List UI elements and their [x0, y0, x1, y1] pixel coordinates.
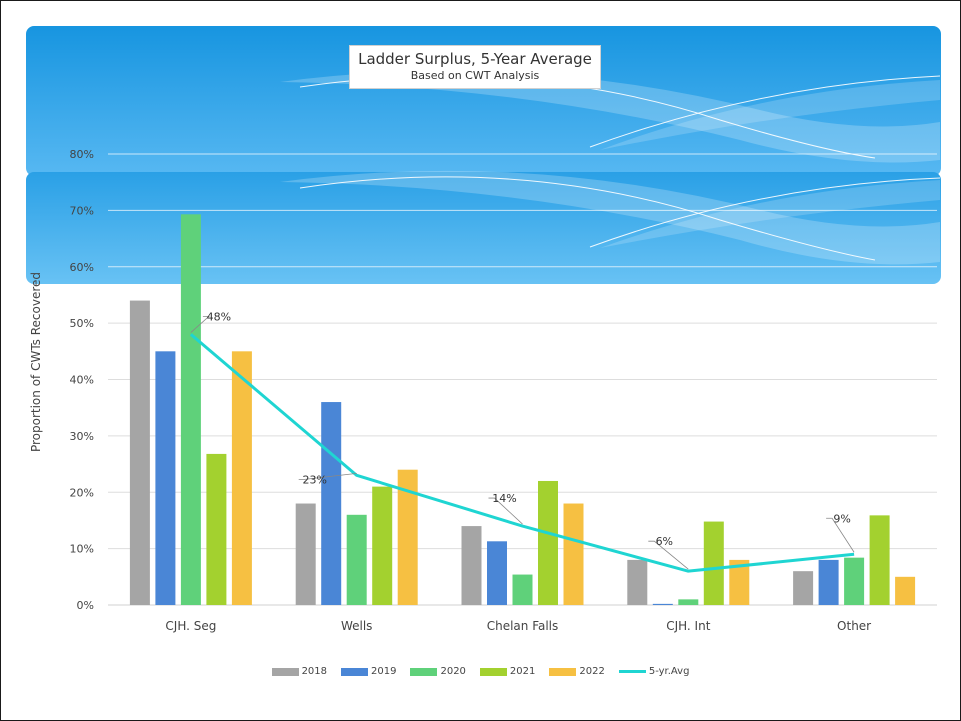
bar-2021 [869, 515, 890, 605]
bar-2019 [487, 541, 507, 605]
bar-2020 [346, 514, 367, 605]
bar-2018 [627, 559, 648, 605]
legend-label: 5-yr.Avg [648, 666, 690, 677]
legend-swatch [341, 667, 369, 676]
legend-item-2019: 2019 [341, 666, 396, 677]
avg-line [189, 333, 855, 573]
y-tick-label: 70% [70, 204, 94, 217]
legend-label: 2019 [371, 666, 397, 677]
bar-2021 [206, 453, 227, 605]
chart-title-box: Ladder Surplus, 5-Year Average Based on … [349, 45, 601, 89]
bar-2020 [844, 557, 865, 605]
x-tick-label: Wells [341, 619, 372, 633]
y-tick-label: 80% [70, 148, 94, 161]
avg-data-label: 9% [833, 512, 850, 525]
legend-swatch [549, 667, 577, 676]
legend-swatch [410, 667, 438, 676]
avg-label-leader [488, 497, 523, 525]
bar-2020 [180, 214, 201, 606]
y-axis-label: Proportion of CWTs Recovered [29, 271, 43, 453]
avg-line-path [189, 333, 855, 573]
bar-2018 [129, 300, 150, 605]
x-tick-label: Chelan Falls [487, 619, 559, 633]
legend: 2018 2019 2020 2021 2022 5-yr.Avg [0, 666, 961, 677]
bar-2022 [563, 503, 584, 605]
avg-label-leader [826, 517, 855, 553]
bar-2020 [512, 574, 533, 605]
bar-2019 [818, 559, 839, 605]
bar-2019 [155, 351, 176, 605]
x-tick-label: CJH. Seg [165, 619, 216, 633]
bar-2021 [703, 521, 724, 605]
legend-line-swatch [618, 670, 646, 673]
banner-decoration [26, 26, 941, 284]
legend-item-avg: 5-yr.Avg [618, 666, 690, 677]
legend-label: 2020 [440, 666, 466, 677]
avg-label-leader [298, 472, 357, 480]
y-tick-label: 10% [70, 543, 94, 556]
x-tick-labels: CJH. Seg Wells Chelan Falls CJH. Int Other [165, 619, 871, 633]
bars [129, 214, 916, 606]
bar-2021 [372, 486, 393, 605]
legend-item-2018: 2018 [271, 666, 328, 677]
avg-data-label: 6% [656, 535, 673, 548]
y-tick-label: 40% [70, 374, 94, 387]
y-tick-label: 30% [70, 430, 94, 443]
legend-item-2022: 2022 [549, 666, 605, 677]
y-tick-label: 0% [77, 599, 94, 612]
x-tick-label: Other [837, 619, 871, 633]
avg-label-leader [190, 316, 210, 333]
bar-2022 [231, 351, 252, 605]
bar-2018 [295, 503, 316, 605]
y-tick-label: 50% [70, 317, 94, 330]
bar-2022 [729, 559, 750, 605]
legend-label: 2022 [579, 666, 605, 677]
bar-2018 [793, 571, 814, 605]
bar-2022 [397, 469, 418, 605]
bar-2022 [895, 576, 916, 605]
avg-data-label: 48% [207, 310, 231, 323]
legend-swatch [271, 667, 299, 676]
x-tick-label: CJH. Int [666, 619, 711, 633]
legend-item-2020: 2020 [410, 666, 466, 677]
avg-labels: 48% 23% 14% 6% 9% [190, 310, 855, 570]
chart-subtitle: Based on CWT Analysis [410, 69, 540, 82]
legend-label: 2018 [301, 666, 328, 677]
avg-label-leader [648, 540, 689, 570]
legend-label: 2021 [509, 666, 536, 677]
bar-2019 [652, 603, 673, 605]
y-tick-label: 60% [70, 261, 94, 274]
avg-data-label: 23% [302, 473, 326, 486]
bar-2020 [678, 599, 699, 605]
bar-2018 [461, 526, 482, 605]
legend-item-2021: 2021 [479, 666, 536, 677]
chart-title: Ladder Surplus, 5-Year Average [358, 50, 592, 68]
bar-2019 [321, 402, 342, 605]
y-tick-label: 20% [70, 486, 94, 499]
legend-swatch [479, 667, 507, 676]
bar-2021 [538, 480, 558, 605]
avg-data-label: 14% [492, 492, 516, 505]
y-tick-labels: 0% 10% 20% 30% 40% 50% 60% 70% 80% [70, 148, 94, 612]
